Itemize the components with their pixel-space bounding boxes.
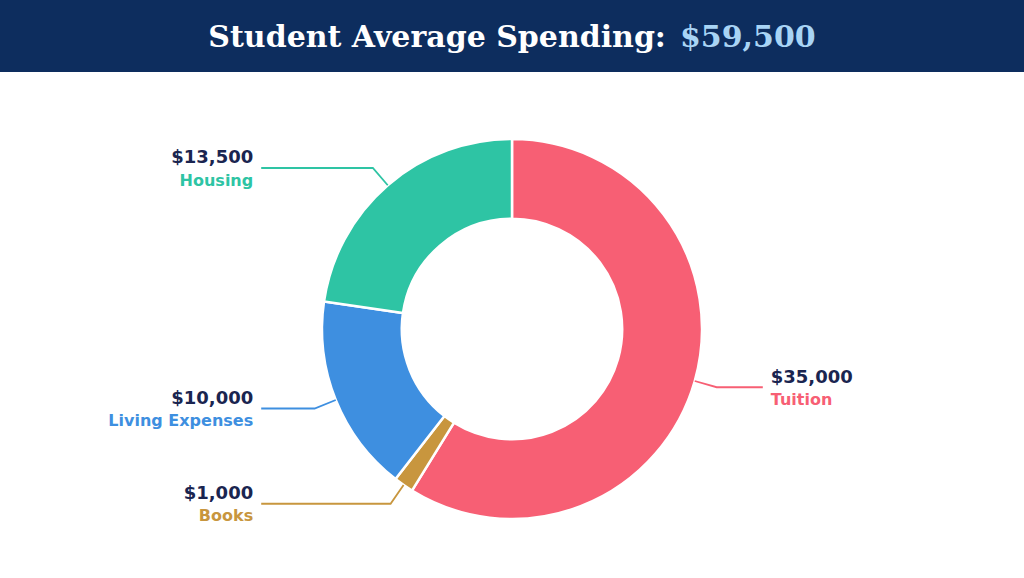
subtitle: $59,500 bbox=[680, 19, 816, 54]
chart: Student Average Spending: $59,500 $35,000 T… bbox=[0, 0, 1024, 578]
slices bbox=[322, 139, 702, 519]
category-label: Living Expenses bbox=[108, 411, 253, 430]
leader-line bbox=[261, 400, 336, 409]
header-bar bbox=[0, 0, 1024, 72]
title: Student Average Spending: bbox=[208, 19, 666, 54]
leader-line bbox=[695, 381, 763, 387]
leader-line bbox=[261, 485, 403, 504]
data-label: $10,000 bbox=[171, 387, 253, 408]
data-label: $35,000 bbox=[771, 366, 853, 387]
category-label: Housing bbox=[180, 171, 254, 190]
labels: $35,000 Tuition $1,000 Books $10,000 Living E… bbox=[108, 146, 852, 525]
plot: $35,000 Tuition $1,000 Books $10,000 Living E… bbox=[108, 139, 852, 525]
data-label: $13,500 bbox=[171, 146, 253, 167]
leader-line bbox=[261, 168, 388, 185]
slice bbox=[324, 139, 512, 313]
data-label: $1,000 bbox=[184, 482, 253, 503]
category-label: Books bbox=[199, 506, 253, 525]
slice bbox=[322, 302, 444, 480]
category-label: Tuition bbox=[771, 390, 833, 409]
